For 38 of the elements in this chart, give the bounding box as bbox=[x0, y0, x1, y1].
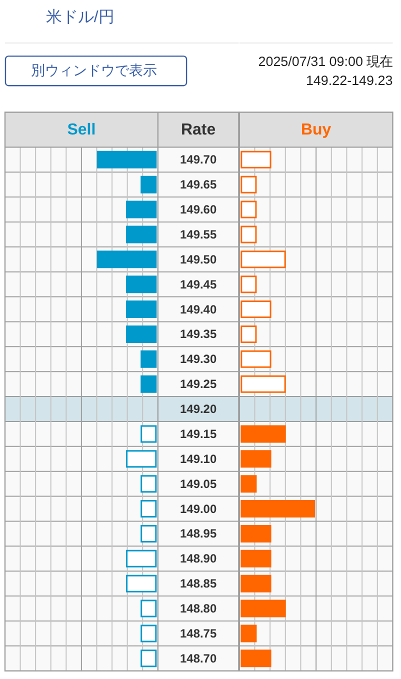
text: 149.22-149.23 bbox=[306, 73, 393, 88]
bar bbox=[240, 624, 257, 642]
bar bbox=[240, 500, 315, 518]
bar bbox=[240, 425, 286, 443]
series-label: Sell bbox=[67, 122, 96, 139]
y-tick-label: 148.90 bbox=[180, 552, 217, 566]
y-tick-label: 149.60 bbox=[180, 202, 217, 217]
bar bbox=[240, 574, 272, 592]
y-tick-label: 149.30 bbox=[180, 352, 217, 366]
y-tick-label: 149.40 bbox=[180, 302, 217, 316]
y-tick-label: 148.75 bbox=[180, 626, 217, 640]
y-tick-label: 149.55 bbox=[180, 227, 217, 242]
bar bbox=[240, 475, 257, 493]
bar bbox=[240, 600, 286, 618]
y-tick-label: 148.95 bbox=[180, 526, 217, 541]
y-tick-label: 149.50 bbox=[180, 252, 217, 266]
y-tick-label: 148.70 bbox=[180, 651, 217, 666]
y-tick-label: 149.20 bbox=[180, 402, 217, 416]
y-tick-label: 148.80 bbox=[180, 602, 217, 616]
y-tick-label: 149.00 bbox=[180, 502, 217, 516]
bar bbox=[240, 450, 272, 468]
bar bbox=[240, 550, 272, 568]
bar bbox=[240, 524, 272, 542]
y-tick-label: 149.25 bbox=[180, 377, 217, 392]
y-tick-label: 149.70 bbox=[180, 152, 217, 167]
text: Buy bbox=[300, 122, 332, 139]
chart-title: 米ドル/円 bbox=[46, 8, 114, 26]
bar bbox=[240, 650, 272, 668]
y-tick-label: 149.05 bbox=[180, 476, 217, 491]
y-tick-label: 149.10 bbox=[180, 452, 217, 466]
y-tick-label: 148.85 bbox=[180, 576, 217, 591]
y-tick-label: 149.15 bbox=[180, 426, 217, 441]
text: 2025/07/31 09:00 現在 bbox=[258, 54, 393, 70]
y-axis-title: Rate bbox=[181, 122, 216, 139]
y-tick-label: 149.45 bbox=[180, 277, 217, 292]
text: 別ウィンドウで表示 bbox=[30, 62, 157, 78]
y-tick-label: 149.35 bbox=[180, 327, 217, 342]
y-tick-label: 149.65 bbox=[180, 178, 217, 192]
